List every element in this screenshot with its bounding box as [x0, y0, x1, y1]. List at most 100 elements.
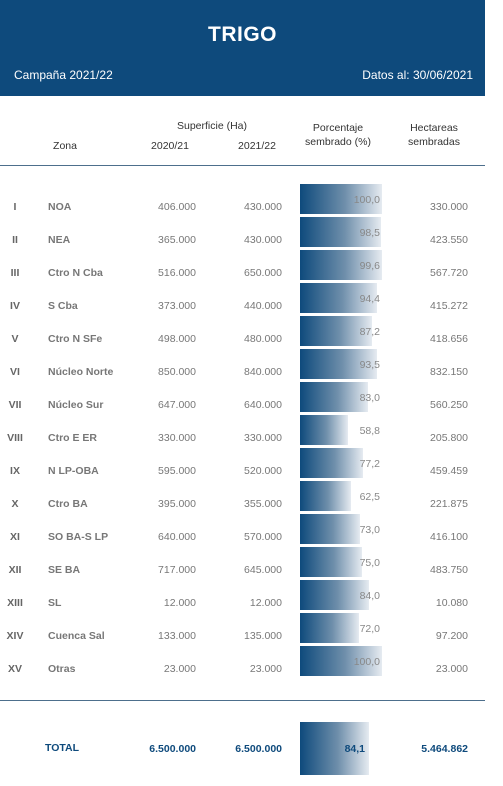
hectareas-sembradas: 459.459 [430, 465, 468, 477]
superficie-2021-22: 645.000 [244, 564, 282, 576]
percentage-sembrado: 72,0 [359, 623, 380, 635]
superficie-2021-22: 840.000 [244, 366, 282, 378]
total-divider [0, 700, 485, 701]
zone-number: V [11, 333, 19, 345]
hectareas-sembradas: 415.272 [430, 300, 468, 312]
zone-number: X [11, 498, 19, 510]
zone-number: IV [10, 300, 20, 312]
percentage-bar [300, 184, 382, 214]
percentage-sembrado: 100,0 [353, 194, 380, 206]
percentage-bar [300, 547, 362, 577]
percentage-sembrado: 93,5 [359, 359, 380, 371]
superficie-2020-21: 516.000 [158, 267, 196, 279]
zone-name: Ctro BA [48, 498, 88, 510]
hectareas-sembradas: 560.250 [430, 399, 468, 411]
superficie-2020-21: 406.000 [158, 201, 196, 213]
zone-name: NEA [48, 234, 71, 246]
hectareas-sembradas: 221.875 [430, 498, 468, 510]
superficie-2020-21: 23.000 [163, 663, 196, 675]
superficie-2021-22: 520.000 [244, 465, 282, 477]
zone-name: Ctro N Cba [48, 267, 103, 279]
zone-number: VIII [7, 432, 23, 444]
percentage-sembrado: 58,8 [359, 425, 380, 437]
zone-number: XII [8, 564, 22, 576]
percentage-bar [300, 646, 382, 676]
total-percentage-bar [300, 722, 369, 775]
superficie-2020-21: 330.000 [158, 432, 196, 444]
zone-name: Ctro N SFe [48, 333, 103, 345]
percentage-sembrado: 73,0 [359, 524, 380, 536]
hectareas-sembradas: 416.100 [430, 531, 468, 543]
total-hectareas: 5.464.862 [421, 743, 468, 755]
superficie-2020-21: 717.000 [158, 564, 196, 576]
col-header-2020-21: 2020/21 [151, 140, 189, 152]
percentage-bar [300, 217, 381, 247]
superficie-2021-22: 12.000 [249, 597, 282, 609]
col-header-hectareas: Hectareas sembradas [408, 122, 460, 148]
zone-number: VII [8, 399, 22, 411]
total-percentage: 84,1 [344, 743, 365, 755]
hectareas-sembradas: 205.800 [430, 432, 468, 444]
superficie-2020-21: 373.000 [158, 300, 196, 312]
campaign-label: Campaña 2021/22 [14, 68, 113, 82]
zone-number: III [10, 267, 20, 279]
header-divider [0, 165, 485, 166]
zone-number: XI [10, 531, 20, 543]
percentage-sembrado: 100,0 [353, 656, 380, 668]
superficie-2021-22: 430.000 [244, 234, 282, 246]
hectareas-sembradas: 567.720 [430, 267, 468, 279]
superficie-2021-22: 23.000 [249, 663, 282, 675]
zone-name: S Cba [48, 300, 78, 312]
data-date: Datos al: 30/06/2021 [362, 68, 473, 82]
zone-name: Núcleo Sur [48, 399, 104, 411]
superficie-2021-22: 440.000 [244, 300, 282, 312]
percentage-bar [300, 250, 382, 280]
superficie-2020-21: 498.000 [158, 333, 196, 345]
superficie-2020-21: 12.000 [163, 597, 196, 609]
col-header-porcentaje: Porcentaje sembrado (%) [305, 122, 371, 148]
superficie-2020-21: 647.000 [158, 399, 196, 411]
total-2021-22: 6.500.000 [235, 743, 282, 755]
superficie-2020-21: 365.000 [158, 234, 196, 246]
superficie-2021-22: 355.000 [244, 498, 282, 510]
percentage-bar [300, 448, 364, 478]
hectareas-sembradas: 330.000 [430, 201, 468, 213]
percentage-bar [300, 415, 349, 445]
zone-number: IX [10, 465, 20, 477]
zone-number: XV [7, 663, 22, 675]
superficie-2020-21: 595.000 [158, 465, 196, 477]
hectareas-sembradas: 423.550 [430, 234, 468, 246]
col-header-superficie: Superficie (Ha) [176, 120, 248, 132]
col-header-2021-22: 2021/22 [238, 140, 276, 152]
zone-name: Ctro E ER [48, 432, 98, 444]
col-header-zona: Zona [53, 140, 77, 152]
zone-number: XIII [7, 597, 23, 609]
percentage-sembrado: 75,0 [359, 557, 380, 569]
percentage-bar [300, 316, 372, 346]
zone-name: Otras [48, 663, 76, 675]
percentage-bar [300, 349, 377, 379]
superficie-2021-22: 330.000 [244, 432, 282, 444]
superficie-2020-21: 395.000 [158, 498, 196, 510]
hectareas-sembradas: 418.656 [430, 333, 468, 345]
hectareas-sembradas: 10.080 [435, 597, 468, 609]
zone-name: N LP-OBA [48, 465, 99, 477]
percentage-bar [300, 382, 369, 412]
superficie-2021-22: 570.000 [244, 531, 282, 543]
percentage-sembrado: 94,4 [359, 293, 380, 305]
superficie-2021-22: 650.000 [244, 267, 282, 279]
percentage-sembrado: 99,6 [359, 260, 380, 272]
zone-name: NOA [48, 201, 72, 213]
percentage-bar [300, 283, 378, 313]
hectareas-sembradas: 97.200 [435, 630, 468, 642]
zone-name: Cuenca Sal [48, 630, 105, 642]
zone-name: Núcleo Norte [48, 366, 114, 378]
zone-number: XIV [6, 630, 24, 642]
page-title: TRIGO [208, 23, 277, 46]
percentage-sembrado: 83,0 [359, 392, 380, 404]
zone-number: I [13, 201, 17, 213]
hectareas-sembradas: 23.000 [435, 663, 468, 675]
superficie-2020-21: 133.000 [158, 630, 196, 642]
percentage-sembrado: 87,2 [359, 326, 380, 338]
superficie-2020-21: 640.000 [158, 531, 196, 543]
